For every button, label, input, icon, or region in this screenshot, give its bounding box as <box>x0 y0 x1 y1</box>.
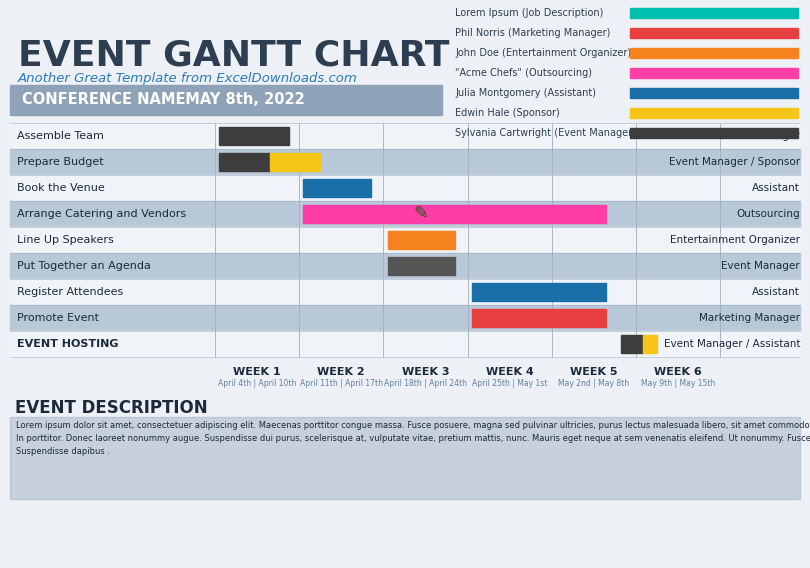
Bar <box>10 253 800 279</box>
Bar <box>630 68 798 78</box>
Text: "Acme Chefs" (Outsourcing): "Acme Chefs" (Outsourcing) <box>455 68 592 78</box>
Text: WEEK 6: WEEK 6 <box>654 367 701 377</box>
Text: Event Manager / Assistant: Event Manager / Assistant <box>663 339 800 349</box>
Bar <box>630 88 798 98</box>
Text: CONFERENCE NAME: CONFERENCE NAME <box>22 93 185 107</box>
Bar <box>471 309 607 327</box>
Text: MAY 8th, 2022: MAY 8th, 2022 <box>175 93 305 107</box>
Bar <box>220 127 289 145</box>
Bar <box>387 231 455 249</box>
Text: ✎: ✎ <box>414 205 428 223</box>
Text: Put Together an Agenda: Put Together an Agenda <box>17 261 151 271</box>
Bar <box>10 175 800 201</box>
Bar <box>630 128 798 138</box>
Bar <box>10 227 800 253</box>
Text: April 18th | April 24th: April 18th | April 24th <box>384 379 467 388</box>
Text: April 25th | May 1st: April 25th | May 1st <box>472 379 548 388</box>
Bar <box>642 335 657 353</box>
Bar <box>304 179 371 197</box>
Text: Event Manager: Event Manager <box>722 261 800 271</box>
Text: Lorem ipsum dolor sit amet, consectetuer adipiscing elit. Maecenas porttitor con: Lorem ipsum dolor sit amet, consectetuer… <box>16 421 810 457</box>
Text: May 9th | May 15th: May 9th | May 15th <box>641 379 715 388</box>
Bar <box>630 108 798 118</box>
Bar <box>387 257 455 275</box>
Text: Phil Norris (Marketing Manager): Phil Norris (Marketing Manager) <box>455 28 611 38</box>
Text: Julia Montgomery (Assistant): Julia Montgomery (Assistant) <box>455 88 596 98</box>
Text: Event Manager / Sponsor: Event Manager / Sponsor <box>669 157 800 167</box>
Bar <box>220 153 270 171</box>
Text: April 11th | April 17th: April 11th | April 17th <box>300 379 383 388</box>
Text: Edwin Hale (Sponsor): Edwin Hale (Sponsor) <box>455 108 560 118</box>
Text: Arrange Catering and Vendors: Arrange Catering and Vendors <box>17 209 186 219</box>
Text: Assemble Team: Assemble Team <box>17 131 104 141</box>
Bar <box>10 123 800 149</box>
Text: Promote Event: Promote Event <box>17 313 99 323</box>
Text: Assistant: Assistant <box>752 183 800 193</box>
Bar <box>10 201 800 227</box>
Bar <box>10 149 800 175</box>
Bar <box>620 335 642 353</box>
Text: Register Attendees: Register Attendees <box>17 287 123 297</box>
Bar <box>630 8 798 18</box>
Text: WEEK 3: WEEK 3 <box>402 367 450 377</box>
Text: Book the Venue: Book the Venue <box>17 183 104 193</box>
Bar <box>270 153 320 171</box>
Text: Line Up Speakers: Line Up Speakers <box>17 235 113 245</box>
Text: Entertainment Organizer: Entertainment Organizer <box>670 235 800 245</box>
Text: WEEK 4: WEEK 4 <box>486 367 534 377</box>
Text: EVENT HOSTING: EVENT HOSTING <box>17 339 118 349</box>
Bar <box>471 283 607 301</box>
Text: EVENT GANTT CHART: EVENT GANTT CHART <box>18 38 450 72</box>
Bar <box>10 417 800 499</box>
Bar <box>10 85 442 115</box>
Text: Prepare Budget: Prepare Budget <box>17 157 104 167</box>
Bar <box>630 28 798 38</box>
Text: WEEK 5: WEEK 5 <box>570 367 617 377</box>
Text: April 4th | April 10th: April 4th | April 10th <box>218 379 296 388</box>
Text: Outsourcing: Outsourcing <box>736 209 800 219</box>
Text: Event Manager: Event Manager <box>722 131 800 141</box>
Text: Sylvania Cartwright (Event Manager): Sylvania Cartwright (Event Manager) <box>455 128 636 138</box>
Text: WEEK 1: WEEK 1 <box>233 367 281 377</box>
Bar <box>304 205 607 223</box>
Text: Another Great Template from ExcelDownloads.com: Another Great Template from ExcelDownloa… <box>18 72 358 85</box>
Bar <box>10 305 800 331</box>
Text: Lorem Ipsum (Job Description): Lorem Ipsum (Job Description) <box>455 8 603 18</box>
Text: WEEK 2: WEEK 2 <box>318 367 365 377</box>
Bar <box>10 279 800 305</box>
Text: EVENT DESCRIPTION: EVENT DESCRIPTION <box>15 399 207 417</box>
Text: Marketing Manager: Marketing Manager <box>699 313 800 323</box>
Text: Assistant: Assistant <box>752 287 800 297</box>
Text: John Doe (Entertainment Organizer): John Doe (Entertainment Organizer) <box>455 48 631 58</box>
Text: May 2nd | May 8th: May 2nd | May 8th <box>558 379 629 388</box>
Bar <box>630 48 798 58</box>
Bar <box>10 331 800 357</box>
